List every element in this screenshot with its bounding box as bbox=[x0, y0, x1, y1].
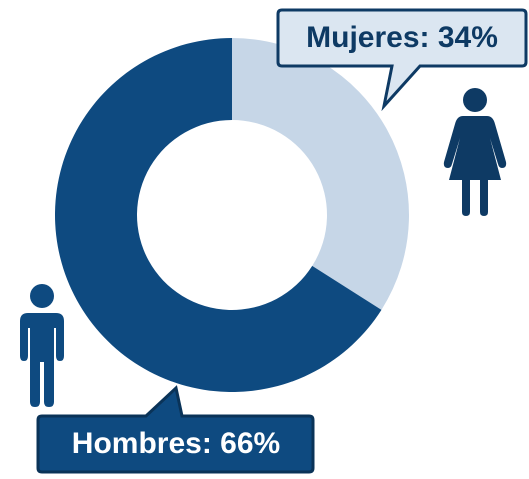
donut-slice bbox=[54, 38, 382, 392]
callout-box bbox=[36, 385, 315, 474]
callout-label: Mujeres: 34% bbox=[306, 21, 498, 54]
callout-box bbox=[276, 8, 528, 112]
callout-label: Hombres: 66% bbox=[72, 427, 280, 460]
man-icon bbox=[20, 284, 64, 407]
donut-slice bbox=[232, 38, 409, 310]
woman-icon bbox=[443, 88, 507, 216]
donut bbox=[54, 38, 409, 392]
